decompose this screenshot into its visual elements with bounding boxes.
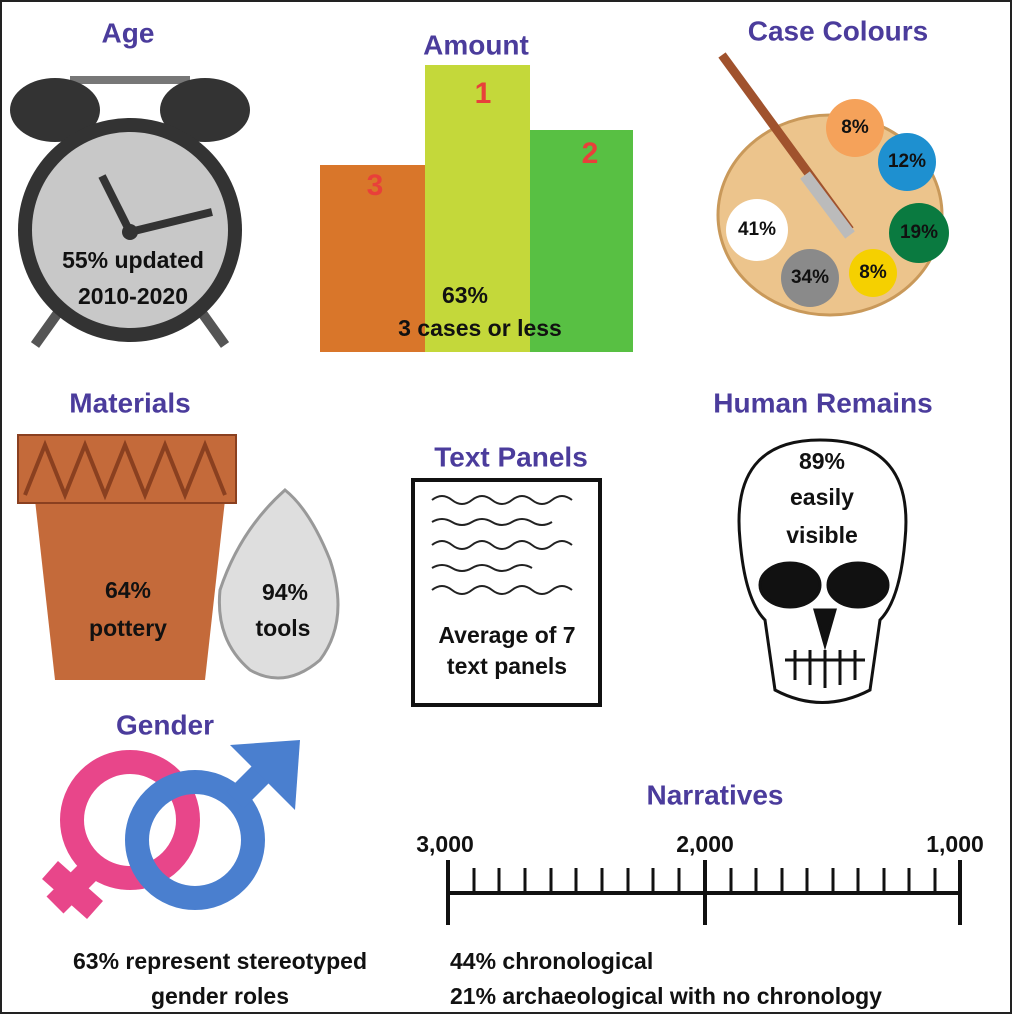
label: 34% [791,267,829,288]
label: Average of 7 [438,622,575,648]
label: 89% [799,448,845,474]
label: 44% chronological [450,948,653,974]
swatch [726,199,788,261]
scale-label: 3,000 [416,831,474,857]
title: Gender [116,709,214,740]
label: 3 cases or less [398,315,562,341]
label: 63% [442,282,488,308]
scribbles [431,495,573,595]
swatch [826,99,884,157]
label: 8% [859,262,887,283]
bar [530,130,633,352]
pot [17,434,237,680]
label: 21% archaeological with no chronology [450,983,882,1009]
swatch [849,249,897,297]
scale-label: 2,000 [676,831,734,857]
title: Human Remains [713,387,932,418]
title: Amount [423,29,529,60]
skull [737,438,908,704]
label: 41% [738,219,776,240]
scale-label: 1,000 [926,831,984,857]
label: 55% updated [62,247,204,273]
swatch [889,203,949,263]
title: Text Panels [434,441,588,472]
label: easily [790,484,854,510]
timeline [446,860,962,925]
title: Age [102,17,155,48]
label: tools [256,615,311,641]
clock [10,76,250,348]
label: 2010-2020 [78,283,188,309]
label: text panels [447,653,567,679]
label: 19% [900,222,938,243]
title: Narratives [647,779,784,810]
rank: 3 [367,169,384,202]
stone-tool [217,488,340,680]
label: 64% [105,577,151,603]
rank: 2 [582,137,599,170]
label: 8% [841,117,869,138]
label: 63% represent stereotyped [73,948,367,974]
label: 12% [888,151,926,172]
swatch [781,249,839,307]
title: Case Colours [748,15,929,46]
label: gender roles [151,983,289,1009]
title: Materials [69,387,190,418]
rank: 1 [475,77,492,110]
bar [425,65,530,352]
label: visible [786,522,858,548]
label: 94% [262,579,308,605]
gender-symbols [42,740,300,919]
swatch [878,133,936,191]
bar [320,165,425,352]
label: pottery [89,615,167,641]
